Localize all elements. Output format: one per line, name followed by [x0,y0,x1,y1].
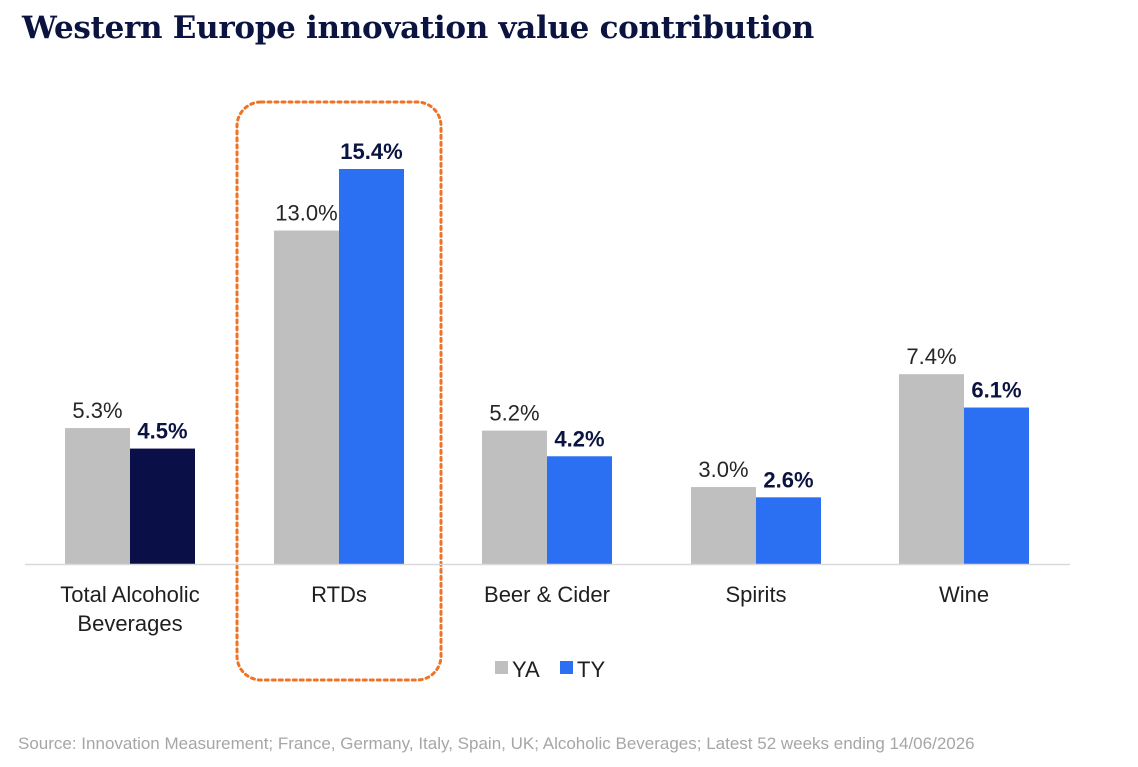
data-label-ya-rtds: 13.0% [275,201,337,226]
data-label-ya-spirits: 3.0% [698,457,748,482]
data-label-ty-wine: 6.1% [971,378,1021,403]
data-label-ty-beer-and-cider: 4.2% [554,426,604,451]
data-label-ya-total-alcoholic-beverages: 5.3% [72,398,122,423]
bar-ya-wine [899,374,964,564]
bar-ty-rtds [339,168,404,565]
bar-ya-beer-and-cider [482,430,547,564]
highlight-layer [235,100,443,682]
legend: YA TY [495,657,605,682]
legend-swatch-ya [495,661,508,674]
data-label-ty-spirits: 2.6% [763,467,813,492]
bar-ya-rtds [274,230,339,565]
category-label-total-alcoholic-beverages-line-1: Total Alcoholic [60,582,199,607]
legend-label-ya: YA [512,657,540,682]
highlight-box-rtds [235,100,443,682]
data-label-ya-wine: 7.4% [906,344,956,369]
bar-ty-total-alcoholic-beverages [130,448,195,564]
chart-title: Western Europe innovation value contribu… [22,10,815,46]
bar-ty-spirits [756,497,821,564]
category-label-total-alcoholic-beverages-line-2: Beverages [77,611,182,636]
legend-swatch-ty [560,661,573,674]
data-label-ya-beer-and-cider: 5.2% [489,401,539,426]
category-label-beer-and-cider: Beer & Cider [484,582,610,607]
category-label-wine: Wine [939,582,989,607]
data-label-ty-total-alcoholic-beverages: 4.5% [137,419,187,444]
category-label-spirits: Spirits [725,582,786,607]
bar-ty-beer-and-cider [547,456,612,564]
category-label-rtds: RTDs [311,582,367,607]
data-label-ty-rtds: 15.4% [340,139,402,164]
bar-ty-wine [964,407,1029,564]
labels-layer: 5.3% 4.5% Total Alcoholic Beverages 13.0% 15.… [60,139,1021,636]
bar-ya-total-alcoholic-beverages [65,428,130,564]
bar-ya-spirits [691,487,756,564]
bars-layer [65,168,1029,565]
legend-label-ty: TY [577,657,605,682]
source-note: Source: Innovation Measurement; France, … [18,734,975,753]
